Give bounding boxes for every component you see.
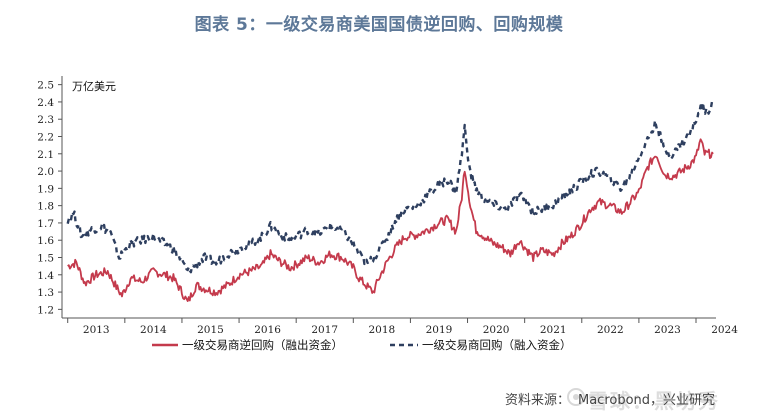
x-tick-label: 2017 <box>311 324 338 336</box>
source-value: Macrobond，兴业研究 <box>578 393 716 408</box>
y-tick-label: 2.4 <box>37 97 54 109</box>
chart-title: 图表 5：一级交易商美国国债逆回购、回购规模 <box>194 15 564 35</box>
legend-label-reverse-repo: 一级交易商逆回购（融出资金） <box>182 338 343 352</box>
legend: 一级交易商逆回购（融出资金） 一级交易商回购（融入资金） <box>152 338 572 352</box>
x-tick-label: 2016 <box>254 324 281 336</box>
source-bar: 雪球：黑坊秀 资料来源： Macrobond，兴业研究 <box>0 387 758 413</box>
watermark: 雪球：黑坊秀 <box>588 389 720 413</box>
x-tick-label: 2014 <box>140 324 167 336</box>
y-tick-label: 1.2 <box>37 304 54 316</box>
x-tick-label: 2015 <box>197 324 224 336</box>
series-line-reverse-repo <box>67 138 714 302</box>
y-tick-label: 1.3 <box>37 287 54 299</box>
y-tick-label: 1.5 <box>37 253 54 265</box>
y-tick-label: 1.6 <box>37 235 54 247</box>
x-tick-label: 2021 <box>540 324 567 336</box>
y-unit-label: 万亿美元 <box>72 80 116 93</box>
y-tick-label: 1.7 <box>37 218 54 230</box>
x-tick-label: 2020 <box>483 324 510 336</box>
y-tick-label: 1.9 <box>37 183 54 195</box>
legend-label-repo: 一级交易商回购（融入资金） <box>422 338 572 352</box>
series-line-repo <box>66 98 715 274</box>
x-tick-label: 2024 <box>711 324 738 336</box>
y-ticks: 2.5 2.4 2.3 2.2 2.1 2.0 1.9 1.8 1.7 1.6 1.5 1.4 1.3 1… <box>37 80 62 316</box>
x-ticks: 2013 2014 2015 2016 2017 2018 2019 2020 2021 2022… <box>67 318 738 336</box>
x-tick-label: 2023 <box>654 324 681 336</box>
x-tick-label: 2019 <box>426 324 453 336</box>
y-tick-label: 2.1 <box>37 149 54 161</box>
y-tick-label: 1.8 <box>37 201 54 213</box>
y-tick-label: 2.3 <box>37 114 54 126</box>
x-tick-label: 2013 <box>83 324 110 336</box>
y-tick-label: 2.0 <box>37 166 54 178</box>
y-tick-label: 2.5 <box>37 80 54 92</box>
series-layer <box>66 98 715 302</box>
snowball-icon <box>567 388 585 406</box>
source-label: 资料来源： <box>505 393 571 408</box>
y-tick-label: 2.2 <box>37 132 54 144</box>
x-tick-label: 2018 <box>368 324 395 336</box>
y-tick-label: 1.4 <box>37 270 54 282</box>
x-tick-label: 2022 <box>597 324 624 336</box>
